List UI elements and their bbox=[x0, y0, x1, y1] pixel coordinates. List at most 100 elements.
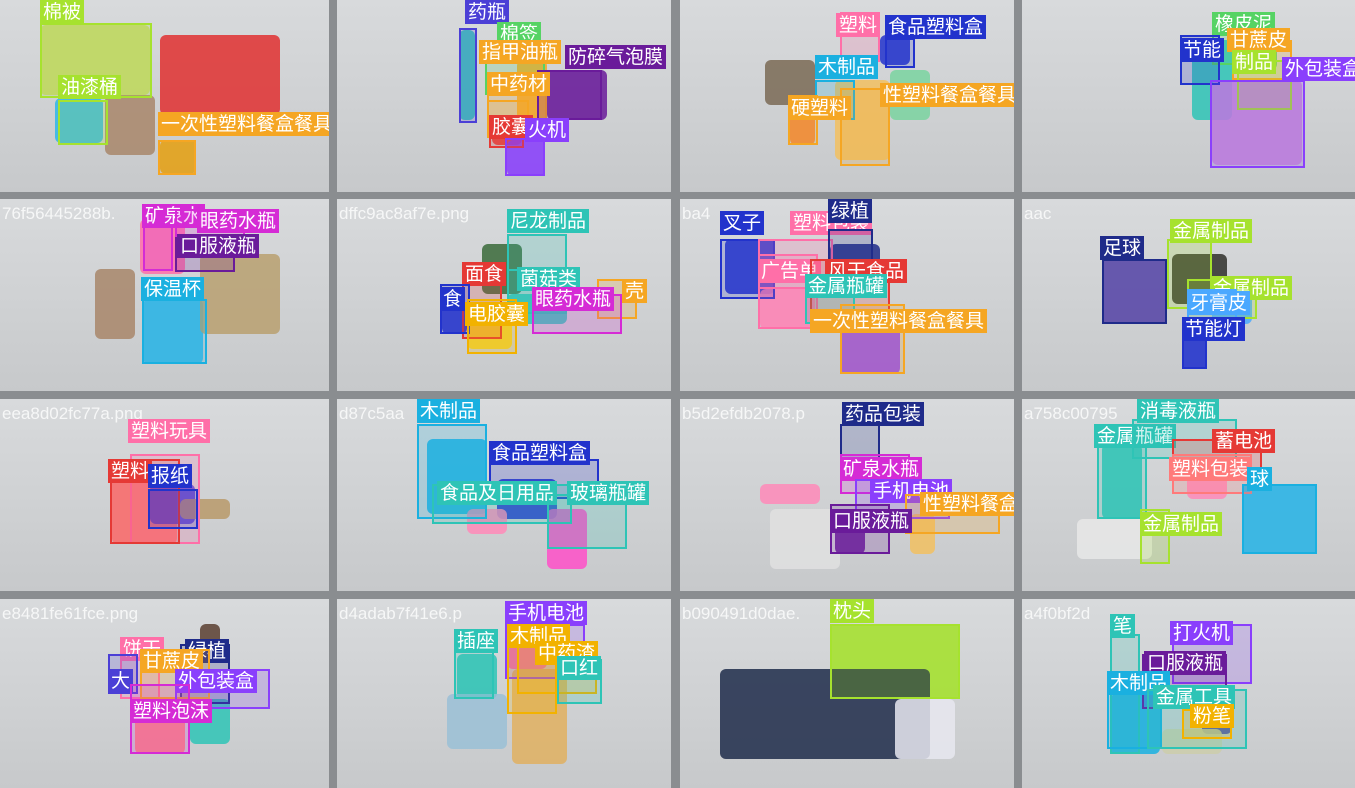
detection-box bbox=[158, 140, 196, 175]
tile-filename: ba4 bbox=[682, 204, 711, 223]
object-photo bbox=[1102, 259, 1167, 324]
detection-label: 塑料包装 bbox=[1169, 457, 1252, 481]
object-photo bbox=[760, 484, 820, 504]
detection-label: 指甲油瓶 bbox=[479, 40, 562, 64]
image-tile: a758c00795 金属瓶罐 消毒液瓶 蓄电池 塑料包装球金属制品 bbox=[1022, 399, 1355, 591]
object-photo bbox=[200, 254, 280, 334]
detection-label: 眼药水瓶 bbox=[197, 209, 280, 233]
image-tile: b090491d0dae. 枕头 bbox=[680, 599, 1014, 788]
detection-label: 消毒液瓶 bbox=[1137, 399, 1220, 423]
detection-box bbox=[885, 38, 915, 68]
detection-label: 金属制品 bbox=[1140, 512, 1223, 536]
tile-filename: b5d2efdb2078.p bbox=[682, 404, 805, 423]
object-photo bbox=[770, 509, 840, 569]
object-photo bbox=[459, 30, 475, 120]
image-tile: aac 足球 金属制品 金属制品 牙膏皮 节能灯 bbox=[1022, 199, 1355, 391]
object-photo bbox=[180, 499, 230, 519]
tile-filename: d87c5aa bbox=[339, 404, 405, 423]
detection-label: 塑料 bbox=[108, 459, 153, 483]
tile-filename: a4f0bf2d bbox=[1024, 604, 1091, 623]
image-tile: 棉被油漆桶一次性塑料餐盒餐具 bbox=[0, 0, 329, 192]
detection-label: 金属瓶罐 bbox=[1094, 424, 1177, 448]
detection-label: 大 bbox=[108, 669, 134, 693]
tile-filename: eea8d02fc77a.png bbox=[2, 404, 143, 423]
detection-label: 一次性塑料餐盒餐具 bbox=[810, 309, 988, 333]
detection-label: 口服液瓶 bbox=[1144, 651, 1227, 675]
object-photo bbox=[895, 699, 955, 759]
detection-label: 足球 bbox=[1100, 236, 1145, 260]
detection-label: 面食 bbox=[462, 262, 507, 286]
image-tile: 塑料 食品塑料盒 木制品 性塑料餐盒餐具 硬塑料 bbox=[680, 0, 1014, 192]
object-photo bbox=[447, 694, 507, 749]
detection-label: 插座 bbox=[454, 629, 499, 653]
image-tile: a4f0bf2d 笔打火机 口服液瓶 木制品 金属工具 粉笔 bbox=[1022, 599, 1355, 788]
tile-filename: aac bbox=[1024, 204, 1052, 223]
detection-label: 塑料泡沫 bbox=[130, 699, 213, 723]
object-photo bbox=[547, 509, 587, 569]
detection-label: 金属瓶罐 bbox=[805, 274, 888, 298]
detection-label: 食品及日用品 bbox=[437, 481, 558, 505]
detection-box bbox=[505, 138, 545, 176]
detection-label: 眼药水瓶 bbox=[532, 287, 615, 311]
object-photo bbox=[1212, 80, 1302, 165]
detection-box bbox=[148, 489, 198, 529]
detection-label: 打火机 bbox=[1170, 621, 1234, 645]
tile-filename: 76f56445288b. bbox=[2, 204, 116, 223]
detection-label: 甘蔗皮 bbox=[1227, 28, 1291, 52]
detection-label: 电胶囊 bbox=[465, 302, 529, 326]
object-photo bbox=[55, 98, 103, 143]
detection-label: 药瓶 bbox=[465, 0, 510, 24]
image-tile: b5d2efdb2078.p药品包装矿泉水瓶手机电池性塑料餐盒餐具口服液瓶 bbox=[680, 399, 1014, 591]
detection-label: 矿泉水瓶 bbox=[840, 457, 923, 481]
detection-label: 金属制品 bbox=[1170, 219, 1253, 243]
detection-label: 木制品 bbox=[417, 399, 481, 423]
detection-label: 食 bbox=[440, 287, 466, 311]
detection-label: 中药材 bbox=[487, 72, 551, 96]
object-photo bbox=[1242, 484, 1317, 554]
detection-box bbox=[454, 644, 494, 699]
detection-label: 蓄电池 bbox=[1212, 429, 1276, 453]
object-photo bbox=[105, 95, 155, 155]
detection-label: 性塑料餐盒餐具 bbox=[880, 83, 1014, 107]
detection-label: 食品塑料盒 bbox=[885, 15, 987, 39]
image-tile: d87c5aa 木制品 食品塑料盒 食品及日用品 玻璃瓶罐 bbox=[337, 399, 671, 591]
detection-label: 口红 bbox=[557, 656, 602, 680]
image-tile: e8481fe61fce.png饼干绿植甘蔗皮外包装盒大塑料泡沫 bbox=[0, 599, 329, 788]
detection-label: 性塑料餐盒餐具 bbox=[920, 492, 1014, 516]
detection-label: 棉被 bbox=[40, 0, 85, 24]
object-photo bbox=[1110, 694, 1160, 754]
detection-label: 中药渣 bbox=[535, 641, 599, 665]
image-tile: d4adab7f41e6.p 手机电池 插座 木制品 中药渣 口红 bbox=[337, 599, 671, 788]
detection-box bbox=[1210, 80, 1305, 168]
object-photo bbox=[95, 269, 135, 339]
detection-label: 手机电池 bbox=[505, 601, 588, 625]
detection-label: 枕头 bbox=[830, 599, 875, 623]
detection-label: 尼龙制品 bbox=[507, 209, 590, 233]
detection-label: 药品包装 bbox=[842, 402, 925, 426]
detection-label: 油漆桶 bbox=[58, 75, 122, 99]
detection-label: 报纸 bbox=[148, 464, 193, 488]
detection-label: 叉子 bbox=[720, 211, 765, 235]
object-photo bbox=[547, 70, 607, 120]
detection-label: 牙膏皮 bbox=[1187, 291, 1251, 315]
detection-label: 保温杯 bbox=[141, 277, 205, 301]
detection-label: 木制品 bbox=[815, 55, 879, 79]
detection-label: 口服液瓶 bbox=[830, 509, 913, 533]
detection-label: 塑料玩具 bbox=[128, 419, 211, 443]
detection-box bbox=[1097, 439, 1147, 519]
detection-label: 防碎气泡膜 bbox=[565, 45, 667, 69]
detection-box bbox=[1242, 484, 1317, 554]
tile-filename: d4adab7f41e6.p bbox=[339, 604, 462, 623]
detection-label: 制品 bbox=[1232, 50, 1277, 74]
object-photo bbox=[910, 514, 935, 554]
detection-label: 节能灯 bbox=[1182, 317, 1246, 341]
detection-label: 火机 bbox=[525, 118, 570, 142]
object-photo bbox=[1162, 729, 1222, 754]
object-photo bbox=[1077, 519, 1152, 559]
detection-box bbox=[830, 624, 960, 699]
object-photo bbox=[143, 299, 203, 364]
detection-label: 一次性塑料餐盒餐具 bbox=[158, 112, 329, 136]
object-photo bbox=[467, 509, 507, 534]
detection-label: 菌菇类 bbox=[517, 267, 581, 291]
tile-filename: a758c00795 bbox=[1024, 404, 1118, 423]
